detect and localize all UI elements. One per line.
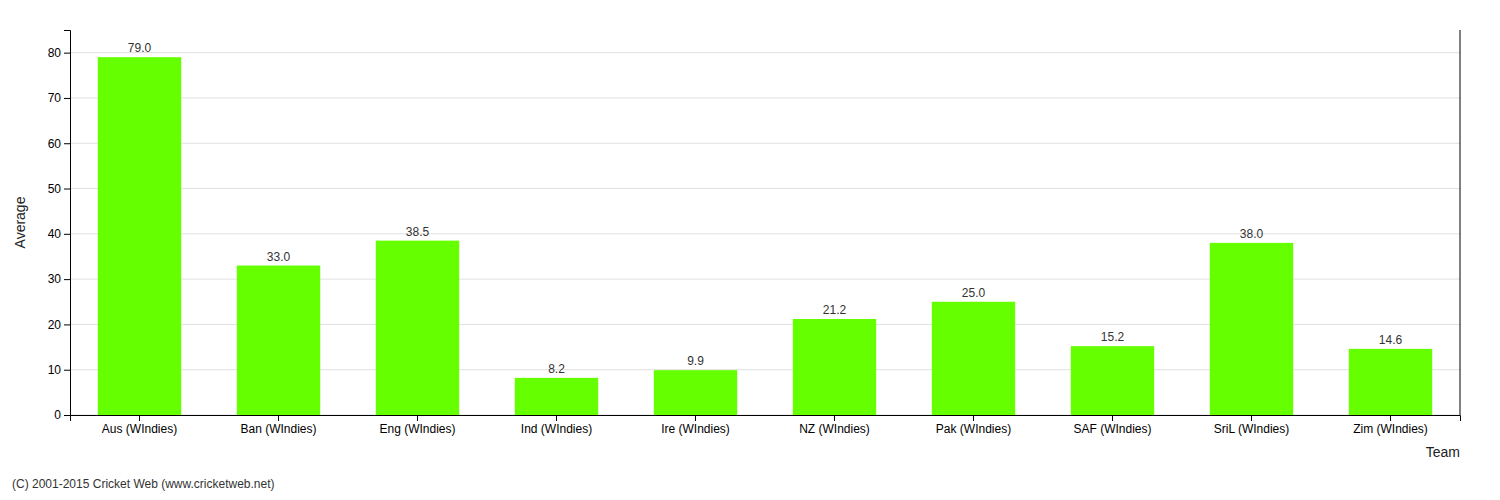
tick: 40 <box>48 227 70 241</box>
tick: 0 <box>54 408 70 422</box>
tick-label: 0 <box>54 408 61 422</box>
tick-label: Pak (WIndies) <box>936 422 1011 436</box>
tick: Ban (WIndies) <box>240 415 316 436</box>
tick-mark <box>695 415 696 421</box>
tick-mark <box>1390 415 1391 421</box>
grid <box>70 53 1460 415</box>
data-label: 38.5 <box>406 225 430 239</box>
bar <box>515 378 598 415</box>
grid-line <box>70 97 1460 98</box>
tick-label: 30 <box>48 272 62 286</box>
bars <box>98 57 1432 415</box>
tick: 30 <box>48 272 70 286</box>
tick-mark <box>64 189 70 190</box>
grid-line <box>70 188 1460 189</box>
chart: 79.0 33.0 38.5 8.2 9.9 21.2 25.0 15.2 38.0 14.6 Au… <box>0 0 1500 500</box>
tick-mark <box>64 53 70 54</box>
data-label: 25.0 <box>962 286 986 300</box>
tick-mark <box>417 415 418 421</box>
tick: Zim (WIndies) <box>1353 415 1428 436</box>
tick: 20 <box>48 318 70 332</box>
data-label: 79.0 <box>128 41 152 55</box>
tick-mark <box>64 143 70 144</box>
tick: Ind (WIndies) <box>521 415 592 436</box>
data-label: 8.2 <box>548 362 565 376</box>
tick: Eng (WIndies) <box>379 415 455 436</box>
tick-label: 10 <box>48 363 62 377</box>
tick-mark <box>64 234 70 235</box>
tick: Pak (WIndies) <box>936 415 1011 436</box>
data-label: 15.2 <box>1101 330 1125 344</box>
axis-line <box>71 416 1461 422</box>
bar <box>793 319 876 415</box>
data-label: 33.0 <box>267 250 291 264</box>
tick-label: 50 <box>48 182 62 196</box>
x-axis-title: Team <box>1426 444 1460 460</box>
tick-mark <box>64 415 70 416</box>
tick: NZ (WIndies) <box>799 415 870 436</box>
tick: 50 <box>48 182 70 196</box>
tick-mark <box>1112 415 1113 421</box>
data-label: 38.0 <box>1240 227 1264 241</box>
data-labels: 79.0 33.0 38.5 8.2 9.9 21.2 25.0 15.2 38.0 14.6 <box>128 41 1403 376</box>
tick-label: 60 <box>48 137 62 151</box>
y-axis: 0 10 20 30 40 50 60 70 80 <box>48 31 71 423</box>
tick-label: 20 <box>48 318 62 332</box>
tick-label: Ire (WIndies) <box>661 422 730 436</box>
y-axis-title: Average <box>12 196 28 248</box>
tick-label: 40 <box>48 227 62 241</box>
tick-label: Ind (WIndies) <box>521 422 592 436</box>
bar <box>1071 346 1154 415</box>
tick-mark <box>64 324 70 325</box>
tick-label: Zim (WIndies) <box>1353 422 1428 436</box>
tick-mark <box>834 415 835 421</box>
tick-mark <box>64 279 70 280</box>
data-label: 21.2 <box>823 303 847 317</box>
bar <box>1210 243 1293 415</box>
bar <box>654 370 737 415</box>
tick-mark <box>973 415 974 421</box>
tick-mark <box>64 370 70 371</box>
bar <box>932 302 1015 415</box>
frame-line <box>1460 30 1461 415</box>
tick-mark <box>64 98 70 99</box>
tick-label: Aus (WIndies) <box>102 422 177 436</box>
tick-label: SAF (WIndies) <box>1073 422 1151 436</box>
grid-line <box>70 52 1460 53</box>
tick-label: Ban (WIndies) <box>240 422 316 436</box>
data-label: 14.6 <box>1379 333 1403 347</box>
tick-label: 70 <box>48 91 62 105</box>
tick-mark <box>1251 415 1252 421</box>
tick-label: SriL (WIndies) <box>1214 422 1290 436</box>
bar <box>376 241 459 415</box>
tick-label: Eng (WIndies) <box>379 422 455 436</box>
tick-label: NZ (WIndies) <box>799 422 870 436</box>
tick: SAF (WIndies) <box>1073 415 1151 436</box>
tick-mark <box>139 415 140 421</box>
x-axis: Aus (WIndies) Ban (WIndies) Eng (WIndies) I… <box>71 415 1461 436</box>
axis-line <box>64 31 71 416</box>
tick: 70 <box>48 91 70 105</box>
tick: SriL (WIndies) <box>1214 415 1290 436</box>
bar <box>1349 349 1432 415</box>
tick: Ire (WIndies) <box>661 415 730 436</box>
tick-label: 80 <box>48 46 62 60</box>
grid-line <box>70 143 1460 144</box>
footer: (C) 2001-2015 Cricket Web (www.cricketwe… <box>12 477 275 491</box>
bar <box>98 57 181 415</box>
tick-mark <box>556 415 557 421</box>
plot: 79.0 33.0 38.5 8.2 9.9 21.2 25.0 15.2 38.0 14.6 Au… <box>12 30 1461 460</box>
tick: 60 <box>48 137 70 151</box>
tick: 80 <box>48 46 70 60</box>
data-label: 9.9 <box>687 354 704 368</box>
tick: 10 <box>48 363 70 377</box>
tick-mark <box>278 415 279 421</box>
bar <box>237 266 320 415</box>
tick: Aus (WIndies) <box>102 415 177 436</box>
